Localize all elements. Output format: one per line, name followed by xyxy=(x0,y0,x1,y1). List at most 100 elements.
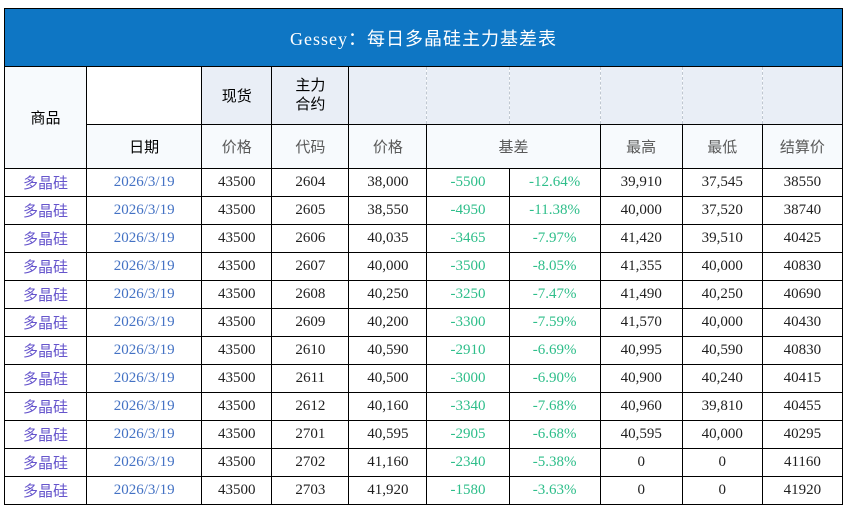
cell-basis: -4950 xyxy=(426,196,510,225)
table-row: 多晶硅 2026/3/19 43500 2606 40,035 -3465 -7.97% 41… xyxy=(3,224,844,253)
cell-spot-price: 43500 xyxy=(201,392,273,421)
cell-contract-code: 2612 xyxy=(271,392,350,421)
cell-contract-code: 2611 xyxy=(271,364,350,393)
cell-contract-code: 2703 xyxy=(271,476,350,505)
cell-basis: -2340 xyxy=(426,448,510,477)
cell-spot-price: 43500 xyxy=(201,224,273,253)
col-header-spot-price: 价格 xyxy=(201,124,273,169)
cell-low: 37,520 xyxy=(681,196,763,225)
cell-commodity: 多晶硅 xyxy=(3,224,88,253)
table-row: 多晶硅 2026/3/19 43500 2701 40,595 -2905 -6.68% 40… xyxy=(3,420,844,449)
cell-contract-code: 2604 xyxy=(271,168,350,197)
cell-contract-price: 40,035 xyxy=(348,224,428,253)
table-row: 多晶硅 2026/3/19 43500 2608 40,250 -3250 -7.47% 41… xyxy=(3,280,844,309)
cell-spot-price: 43500 xyxy=(201,476,273,505)
cell-settlement: 38740 xyxy=(761,196,844,225)
cell-date: 2026/3/19 xyxy=(86,364,203,393)
cell-contract-price: 40,000 xyxy=(348,252,428,281)
cell-basis-pct: -7.59% xyxy=(508,308,601,337)
table-row: 多晶硅 2026/3/19 43500 2607 40,000 -3500 -8.05% 41… xyxy=(3,252,844,281)
cell-low: 39,810 xyxy=(681,392,763,421)
cell-contract-code: 2701 xyxy=(271,420,350,449)
cell-basis-pct: -3.63% xyxy=(508,476,601,505)
cell-contract-code: 2607 xyxy=(271,252,350,281)
cell-commodity: 多晶硅 xyxy=(3,420,88,449)
cell-contract-code: 2609 xyxy=(271,308,350,337)
cell-contract-price: 41,160 xyxy=(348,448,428,477)
cell-basis-pct: -6.69% xyxy=(508,336,601,365)
cell-basis: -2905 xyxy=(426,420,510,449)
cell-contract-price: 40,595 xyxy=(348,420,428,449)
cell-contract-price: 38,550 xyxy=(348,196,428,225)
cell-commodity: 多晶硅 xyxy=(3,392,88,421)
cell-low: 40,000 xyxy=(681,420,763,449)
cell-basis: -2910 xyxy=(426,336,510,365)
cell-date: 2026/3/19 xyxy=(86,196,203,225)
cell-spot-price: 43500 xyxy=(201,168,273,197)
cell-settlement: 40455 xyxy=(761,392,844,421)
table-row: 多晶硅 2026/3/19 43500 2605 38,550 -4950 -11.38% 4… xyxy=(3,196,844,225)
table-row: 多晶硅 2026/3/19 43500 2611 40,500 -3000 -6.90% 40… xyxy=(3,364,844,393)
cell-contract-code: 2606 xyxy=(271,224,350,253)
cell-low: 40,250 xyxy=(681,280,763,309)
cell-basis: -3340 xyxy=(426,392,510,421)
cell-commodity: 多晶硅 xyxy=(3,196,88,225)
table-body: 多晶硅 2026/3/19 43500 2604 38,000 -5500 -12.64% 3… xyxy=(3,168,844,505)
cell-basis-pct: -7.47% xyxy=(508,280,601,309)
cell-basis-pct: -12.64% xyxy=(508,168,601,197)
cell-basis: -3500 xyxy=(426,252,510,281)
cell-basis: -3000 xyxy=(426,364,510,393)
cell-contract-price: 40,200 xyxy=(348,308,428,337)
cell-basis-pct: -6.68% xyxy=(508,420,601,449)
cell-date: 2026/3/19 xyxy=(86,476,203,505)
header-row-top: 商品 现货 主力 合约 xyxy=(3,66,844,169)
header-band-cell xyxy=(761,66,844,125)
cell-settlement: 40830 xyxy=(761,336,844,365)
table-row: 多晶硅 2026/3/19 43500 2609 40,200 -3300 -7.59% 41… xyxy=(3,308,844,337)
cell-commodity: 多晶硅 xyxy=(3,168,88,197)
col-group-main-contract: 主力 合约 xyxy=(271,66,350,125)
cell-high: 41,355 xyxy=(599,252,683,281)
main-contract-label-bottom: 合约 xyxy=(295,96,326,113)
cell-basis: -3250 xyxy=(426,280,510,309)
cell-high: 41,570 xyxy=(599,308,683,337)
col-header-price: 价格 xyxy=(348,124,428,169)
cell-date: 2026/3/19 xyxy=(86,224,203,253)
col-header-date: 日期 xyxy=(86,124,203,169)
cell-basis: -1580 xyxy=(426,476,510,505)
cell-date: 2026/3/19 xyxy=(86,280,203,309)
cell-contract-code: 2605 xyxy=(271,196,350,225)
cell-basis-pct: -6.90% xyxy=(508,364,601,393)
cell-contract-price: 40,590 xyxy=(348,336,428,365)
cell-contract-price: 40,500 xyxy=(348,364,428,393)
cell-contract-price: 38,000 xyxy=(348,168,428,197)
cell-settlement: 41160 xyxy=(761,448,844,477)
cell-contract-code: 2610 xyxy=(271,336,350,365)
title-bar: Gessey：每日多晶硅主力基差表 xyxy=(4,8,843,67)
cell-contract-price: 40,250 xyxy=(348,280,428,309)
col-header-low: 最低 xyxy=(681,124,763,169)
cell-high: 40,995 xyxy=(599,336,683,365)
cell-commodity: 多晶硅 xyxy=(3,252,88,281)
cell-spot-price: 43500 xyxy=(201,420,273,449)
cell-high: 40,900 xyxy=(599,364,683,393)
page-title: Gessey：每日多晶硅主力基差表 xyxy=(290,28,557,49)
main-contract-label-top: 主力 xyxy=(295,77,326,94)
cell-spot-price: 43500 xyxy=(201,364,273,393)
table-header: 商品 现货 主力 合约 日期 价格 代码 价格 基差 最高 xyxy=(3,66,844,169)
cell-settlement: 40415 xyxy=(761,364,844,393)
header-band-cell xyxy=(426,66,510,125)
cell-high: 0 xyxy=(599,448,683,477)
cell-date: 2026/3/19 xyxy=(86,392,203,421)
col-header-code: 代码 xyxy=(271,124,350,169)
cell-commodity: 多晶硅 xyxy=(3,364,88,393)
cell-spot-price: 43500 xyxy=(201,308,273,337)
table-row: 多晶硅 2026/3/19 43500 2703 41,920 -1580 -3.63% 0 0… xyxy=(3,476,844,505)
cell-date: 2026/3/19 xyxy=(86,420,203,449)
cell-date: 2026/3/19 xyxy=(86,168,203,197)
cell-commodity: 多晶硅 xyxy=(3,448,88,477)
cell-commodity: 多晶硅 xyxy=(3,476,88,505)
cell-basis-pct: -8.05% xyxy=(508,252,601,281)
table-row: 多晶硅 2026/3/19 43500 2612 40,160 -3340 -7.68% 40… xyxy=(3,392,844,421)
cell-spot-price: 43500 xyxy=(201,252,273,281)
